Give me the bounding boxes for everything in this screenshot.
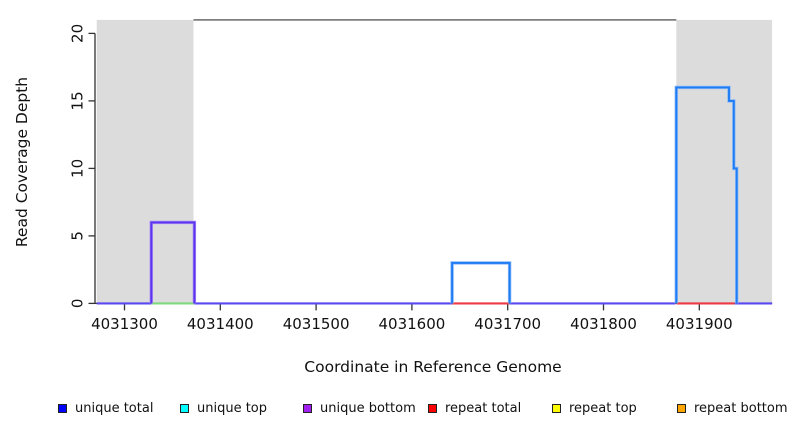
legend: unique total unique top unique bottom repea… [0, 399, 792, 421]
y-tick-label: 10 [69, 159, 87, 178]
legend-label: repeat top [569, 400, 637, 416]
coverage-line-halo [450, 261, 512, 304]
x-tick-label: 4031600 [378, 315, 445, 333]
coverage-line [451, 261, 511, 304]
x-tick-label: 4031500 [283, 315, 350, 333]
y-tick-label: 0 [69, 299, 87, 309]
repeat-region-rect [676, 19, 773, 304]
repeat-region-rect [96, 19, 194, 304]
legend-swatch [428, 403, 437, 413]
legend-label: unique bottom [320, 400, 416, 416]
legend-item: repeat top [552, 399, 637, 417]
legend-swatch [677, 403, 686, 413]
x-tick-label: 4031700 [474, 315, 541, 333]
legend-label: unique top [197, 400, 268, 416]
legend-item: unique total [58, 399, 153, 417]
legend-label: unique total [75, 400, 154, 416]
coverage-line [150, 221, 196, 304]
legend-item: unique bottom [303, 399, 416, 417]
legend-item: unique top [180, 399, 267, 417]
x-tick-label: 4031800 [570, 315, 637, 333]
x-tick-label: 4031400 [187, 315, 254, 333]
y-tick-label: 20 [69, 24, 87, 43]
legend-swatch [303, 403, 312, 413]
coverage-lines-layer [96, 85, 773, 305]
legend-swatch [58, 403, 67, 413]
legend-swatch [552, 403, 561, 413]
x-axis-title: Coordinate in Reference Genome [304, 358, 561, 376]
y-tick-label: 5 [69, 231, 87, 241]
y-tick-label: 15 [69, 91, 87, 110]
coverage-line [675, 86, 738, 304]
legend-label: repeat total [445, 400, 522, 416]
repeat-region-layer [96, 19, 773, 304]
legend-item: repeat total [428, 399, 521, 417]
x-tick-label: 4031900 [666, 315, 733, 333]
legend-swatch [180, 403, 189, 413]
legend-item: repeat bottom [677, 399, 788, 417]
x-tick-label: 4031300 [91, 315, 158, 333]
legend-label: repeat bottom [694, 400, 788, 416]
y-axis-title: Read Coverage Depth [13, 77, 31, 247]
